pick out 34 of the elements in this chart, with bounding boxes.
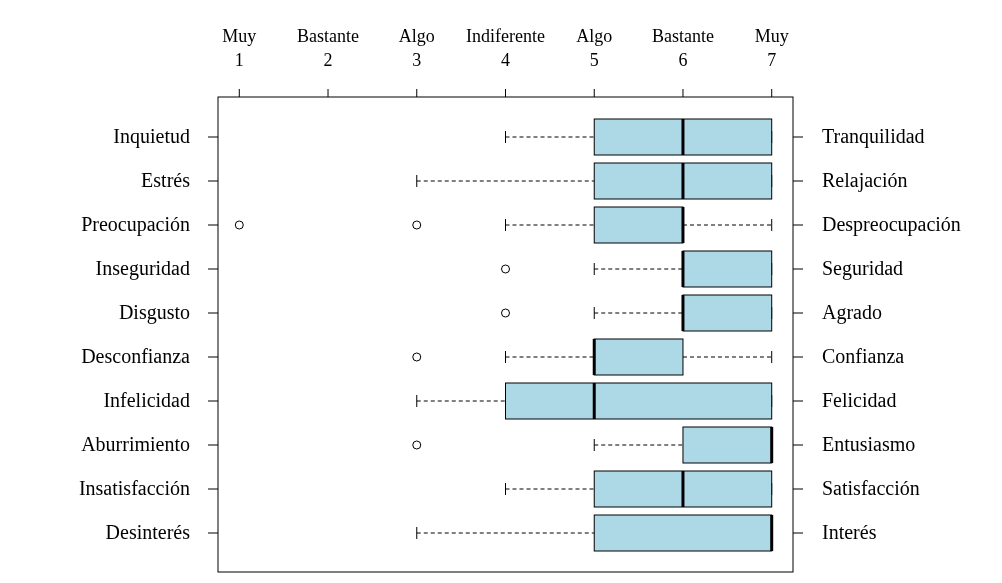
y2-tick-label: Seguridad [822,257,904,280]
text: Bastante [297,26,360,46]
x-tick-label: 1 [234,50,244,70]
y2-tick-label: Satisfacción [822,477,920,499]
y-tick-label: Insatisfacción [78,477,190,499]
y2-tick-label: Relajación [822,169,908,192]
y-tick-label: Infelicidad [103,389,190,411]
y-tick-label: Desconfianza [81,345,191,367]
y2-tick-label: Felicidad [822,389,897,411]
y2-tick-label: Confianza [822,345,905,367]
x-tick-label: 4 [501,50,510,70]
y-tick-label: Inseguridad [95,257,190,280]
text: Bastante [651,26,714,46]
y-tick-label: Preocupación [81,213,190,236]
y-tick-label: Estrés [141,169,191,191]
x-tick-label: 5 [589,50,599,70]
y2-tick-label: Agrado [822,301,882,324]
y-tick-label: Aburrimiento [81,433,190,455]
y-tick-label: Inquietud [113,125,190,148]
y-tick-label: Desinterés [105,521,191,543]
text: Indiferente [466,26,545,46]
y2-tick-label: Entusiasmo [822,433,916,455]
text: Muy [754,26,789,46]
y2-tick-label: Tranquilidad [822,125,925,148]
text: Algo [576,26,613,46]
x-tick-label: 2 [323,50,333,70]
y2-tick-label: Interés [822,521,877,543]
x-tick-label: 6 [678,50,688,70]
y2-tick-label: Despreocupación [822,213,961,236]
text: Algo [398,26,435,46]
y-tick-label: Disgusto [118,301,190,324]
text: Muy [222,26,257,46]
x-tick-label: 7 [767,50,777,70]
x-tick-label: 3 [412,50,422,70]
